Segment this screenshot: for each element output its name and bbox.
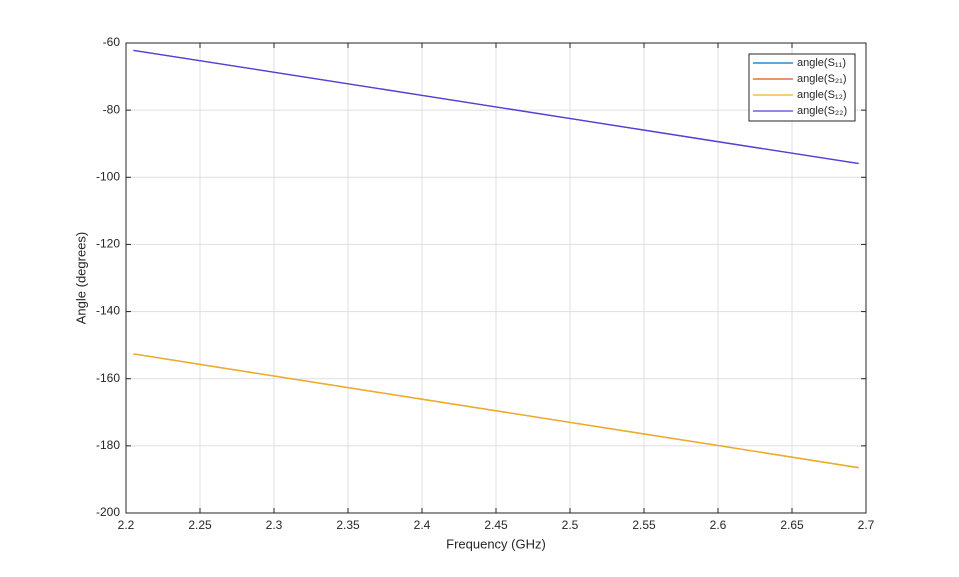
x-tick-label: 2.7 [858,518,875,532]
y-tick-label: -120 [96,237,120,251]
x-tick-label: 2.2 [118,518,135,532]
x-tick-label: 2.55 [632,518,656,532]
legend-label: angle(S₁₂) [797,89,847,101]
series-line [133,353,859,469]
x-tick-label: 2.65 [780,518,804,532]
y-tick-label: -100 [96,169,120,183]
y-tick-label: -60 [103,35,121,49]
x-tick-label: 2.35 [336,518,360,532]
legend-label: angle(S₂₂) [797,105,847,117]
x-axis-label: Frequency (GHz) [446,536,546,551]
plot-frame [125,42,867,514]
x-tick-label: 2.25 [188,518,212,532]
x-tick-label: 2.3 [266,518,283,532]
legend-box [748,53,856,122]
y-tick-label: -80 [103,102,121,116]
x-tick-label: 2.5 [562,518,579,532]
legend-label: angle(S₁₁) [797,57,846,69]
legend-label: angle(S₂₁) [797,73,847,85]
legend: angle(S₁₁) angle(S₂₁) angle(S₁₂) angle(S₂₂) [748,53,856,122]
y-tick-label: -160 [96,371,120,385]
x-tick-label: 2.45 [484,518,508,532]
y-tick-label: -140 [96,304,120,318]
y-tick-label: -180 [96,438,120,452]
y-tick-label: -200 [96,505,120,519]
x-tick-label: 2.6 [710,518,727,532]
y-axis-label: Angle (degrees) [73,232,88,325]
x-tick-label: 2.4 [414,518,431,532]
series-line [133,49,859,165]
